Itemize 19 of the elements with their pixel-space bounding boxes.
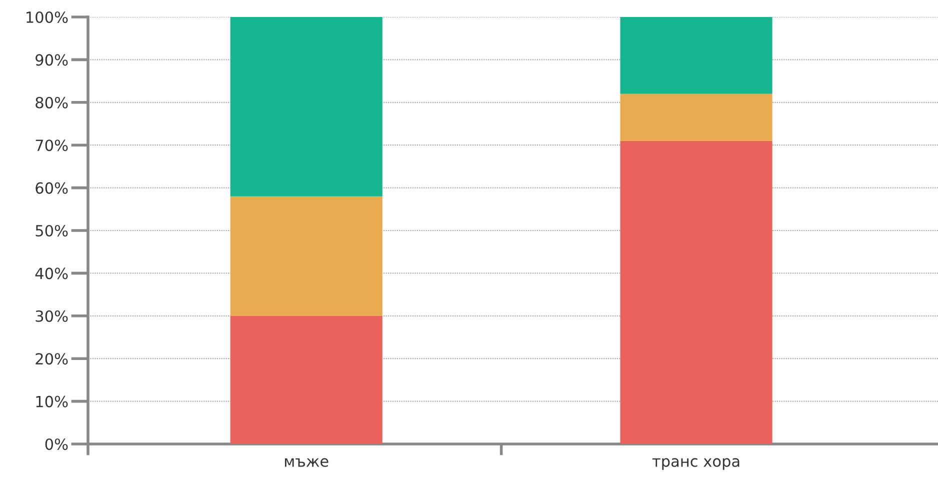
y-tick-label: 50%: [36, 224, 68, 237]
x-tick-label: мъже: [284, 458, 328, 467]
y-tick-label: 70%: [36, 140, 68, 152]
y-tick-label: 60%: [36, 182, 68, 194]
x-tick-label: транс хора: [652, 458, 740, 470]
y-tick-label: 90%: [36, 54, 68, 66]
y-tick-label: 20%: [36, 353, 68, 365]
y-tick-label: 40%: [35, 268, 68, 280]
y-tick-label: 30%: [36, 310, 68, 322]
y-tick-label: 0%: [45, 438, 68, 450]
bar: [620, 140, 772, 444]
bar: [230, 316, 382, 444]
bar: [230, 196, 382, 316]
bar: [620, 94, 772, 141]
bar: [230, 17, 382, 196]
bar: [620, 17, 772, 94]
y-tick-label: 100%: [26, 11, 68, 24]
y-tick-label: 10%: [36, 396, 68, 408]
y-tick-label: 80%: [36, 96, 68, 108]
